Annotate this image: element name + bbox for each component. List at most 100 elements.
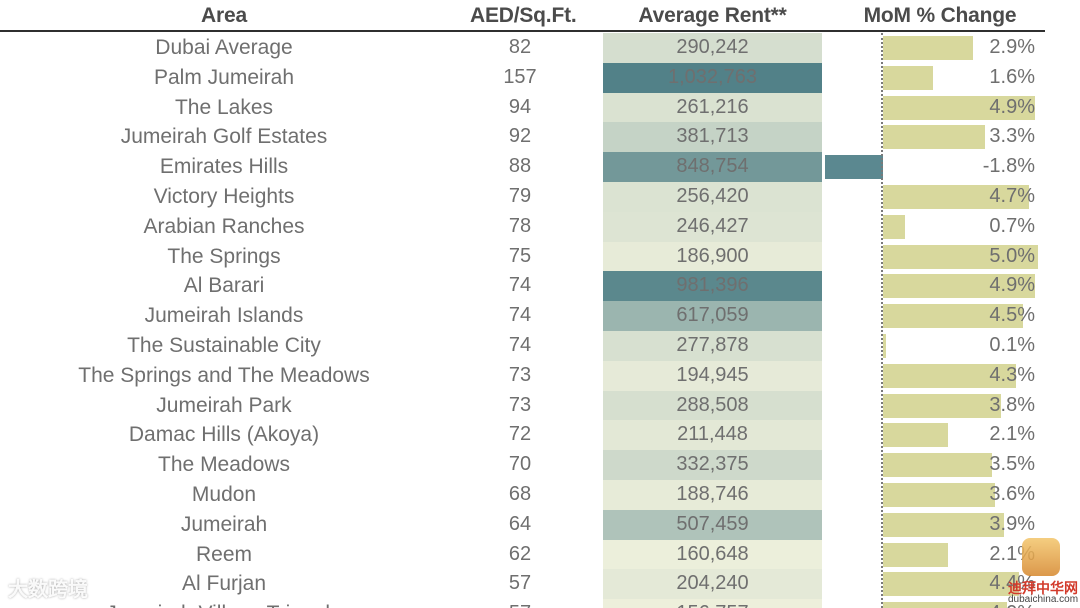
aed-sqft-value: 88 bbox=[508, 155, 532, 178]
mom-change-value: -1.8% bbox=[982, 155, 1035, 178]
table-row: The Springs and The Meadows 73 194,945 4.3% bbox=[0, 360, 1080, 391]
mom-change-bar bbox=[883, 393, 1001, 418]
aed-sqft-value: 79 bbox=[508, 185, 532, 207]
watermark-left: 大数跨境 bbox=[8, 579, 88, 601]
mom-change-value: 4.7% bbox=[989, 185, 1035, 207]
average-rent-value: 261,216 bbox=[676, 95, 749, 118]
average-rent-value: 1,032,763 bbox=[668, 65, 757, 88]
rent-heat-cell bbox=[603, 450, 822, 480]
aed-sqft-value: 78 bbox=[508, 214, 532, 237]
rent-heat-cell bbox=[603, 33, 822, 63]
rent-heat-cell bbox=[603, 62, 822, 93]
header-average-rent: Average Rent** bbox=[638, 4, 787, 27]
table-body: Dubai Average 82 290,242 2.9% Palm Jumeirah 1… bbox=[0, 33, 1080, 608]
rent-heat-cell bbox=[603, 271, 822, 302]
mom-change-bar bbox=[883, 512, 1004, 537]
table-row: Mudon 68 188,746 3.6% bbox=[0, 480, 1080, 510]
mom-change-value: 4.0% bbox=[940, 599, 1035, 608]
aed-sqft-value: 70 bbox=[508, 453, 532, 476]
aed-sqft-value: 68 bbox=[508, 483, 532, 505]
aed-sqft-value: 57 bbox=[470, 599, 570, 608]
area-name: Damac Hills (Akoya) bbox=[128, 423, 320, 447]
aed-sqft-value: 62 bbox=[508, 542, 532, 565]
watermark-right-logo: 迪拜中华网 bbox=[1008, 580, 1078, 596]
average-rent-value: 160,648 bbox=[676, 542, 749, 565]
rent-heat-cell bbox=[603, 480, 822, 510]
average-rent-value: 381,713 bbox=[676, 125, 749, 148]
rent-heat-cell bbox=[603, 331, 822, 361]
mom-change-bar bbox=[883, 363, 1017, 388]
area-name: Mudon bbox=[191, 483, 257, 506]
area-name: The Springs and The Meadows bbox=[78, 363, 370, 387]
average-rent-value: 188,746 bbox=[676, 483, 749, 505]
table-row: Dubai Average 82 290,242 2.9% bbox=[0, 33, 1080, 63]
area-name: The Sustainable City bbox=[127, 334, 321, 357]
aed-sqft-value: 74 bbox=[508, 274, 532, 297]
table-row: Victory Heights 79 256,420 4.7% bbox=[0, 182, 1080, 212]
mom-change-value: 4.9% bbox=[989, 274, 1035, 297]
average-rent-value: 186,900 bbox=[676, 244, 749, 267]
area-name: Jumeirah Park bbox=[156, 393, 292, 417]
rent-heat-cell bbox=[603, 569, 822, 600]
area-name: The Springs bbox=[167, 244, 281, 268]
table-row: Jumeirah 64 507,459 3.9% bbox=[0, 509, 1080, 540]
rent-heat-cell bbox=[603, 301, 822, 331]
area-name: Jumeirah Village Triangle bbox=[0, 599, 448, 608]
watermark-right-url: dubaichina.com bbox=[1008, 594, 1079, 605]
mom-change-bar bbox=[883, 65, 933, 90]
mom-change-bar bbox=[883, 572, 1020, 597]
average-rent-value: 156,757 bbox=[603, 599, 822, 608]
table-row: Al Barari 74 981,396 4.9% bbox=[0, 271, 1080, 302]
table-row: Jumeirah Golf Estates 92 381,713 3.3% bbox=[0, 122, 1080, 153]
mom-change-value: 4.4% bbox=[989, 572, 1035, 595]
area-name: The Lakes bbox=[174, 95, 274, 119]
mom-change-bar bbox=[883, 95, 1035, 120]
header-area: Area bbox=[201, 4, 247, 27]
rent-heat-cell bbox=[603, 509, 822, 540]
header-divider bbox=[0, 30, 1045, 32]
rent-heat-cell bbox=[603, 420, 822, 451]
mom-change-bar bbox=[883, 36, 973, 60]
average-rent-value: 204,240 bbox=[676, 572, 749, 595]
rent-heat-cell bbox=[603, 539, 822, 570]
mom-change-value: 3.5% bbox=[989, 453, 1035, 476]
mom-change-bar bbox=[883, 453, 992, 478]
table-row: Damac Hills (Akoya) 72 211,448 2.1% bbox=[0, 420, 1080, 451]
average-rent-value: 981,396 bbox=[676, 274, 749, 297]
header-mom-change: MoM % Change bbox=[863, 4, 1017, 27]
aed-sqft-value: 157 bbox=[503, 65, 537, 88]
mom-change-bar bbox=[883, 423, 949, 448]
area-name: Reem bbox=[195, 542, 253, 566]
table-row: The Meadows 70 332,375 3.5% bbox=[0, 450, 1080, 480]
area-name: Jumeirah Islands bbox=[144, 304, 304, 328]
aed-sqft-value: 92 bbox=[508, 125, 532, 148]
aed-sqft-value: 75 bbox=[508, 244, 532, 267]
rent-heat-cell bbox=[603, 390, 822, 421]
mom-change-value: 4.3% bbox=[989, 363, 1035, 386]
rent-heat-cell bbox=[603, 599, 822, 608]
mom-change-bar bbox=[883, 214, 905, 239]
table-row: Arabian Ranches 78 246,427 0.7% bbox=[0, 211, 1080, 242]
mom-change-value: 3.6% bbox=[989, 483, 1035, 505]
mom-change-value: 2.9% bbox=[989, 36, 1035, 58]
mom-change-value: 2.1% bbox=[989, 423, 1035, 446]
table-row: The Sustainable City 74 277,878 0.1% bbox=[0, 331, 1080, 361]
average-rent-value: 332,375 bbox=[676, 453, 749, 476]
aed-sqft-value: 94 bbox=[508, 95, 532, 118]
mom-change-value: 5.0% bbox=[989, 244, 1035, 267]
rent-heat-cell bbox=[603, 92, 822, 123]
table-row: The Lakes 94 261,216 4.9% bbox=[0, 92, 1080, 123]
header-aed-sqft: AED/Sq.Ft. bbox=[470, 4, 577, 27]
mom-change-value: 0.1% bbox=[989, 334, 1035, 356]
aed-sqft-value: 73 bbox=[508, 363, 532, 386]
average-rent-value: 288,508 bbox=[676, 393, 749, 416]
area-name: Jumeirah bbox=[180, 512, 268, 536]
rent-heat-cell bbox=[603, 152, 822, 182]
mom-change-value: 3.9% bbox=[989, 512, 1035, 535]
mom-change-bar bbox=[825, 155, 883, 180]
table-row: Jumeirah Park 73 288,508 3.8% bbox=[0, 390, 1080, 421]
area-name: The Meadows bbox=[158, 453, 290, 477]
area-name: Jumeirah Golf Estates bbox=[120, 125, 328, 149]
mom-change-bar bbox=[883, 185, 1029, 209]
